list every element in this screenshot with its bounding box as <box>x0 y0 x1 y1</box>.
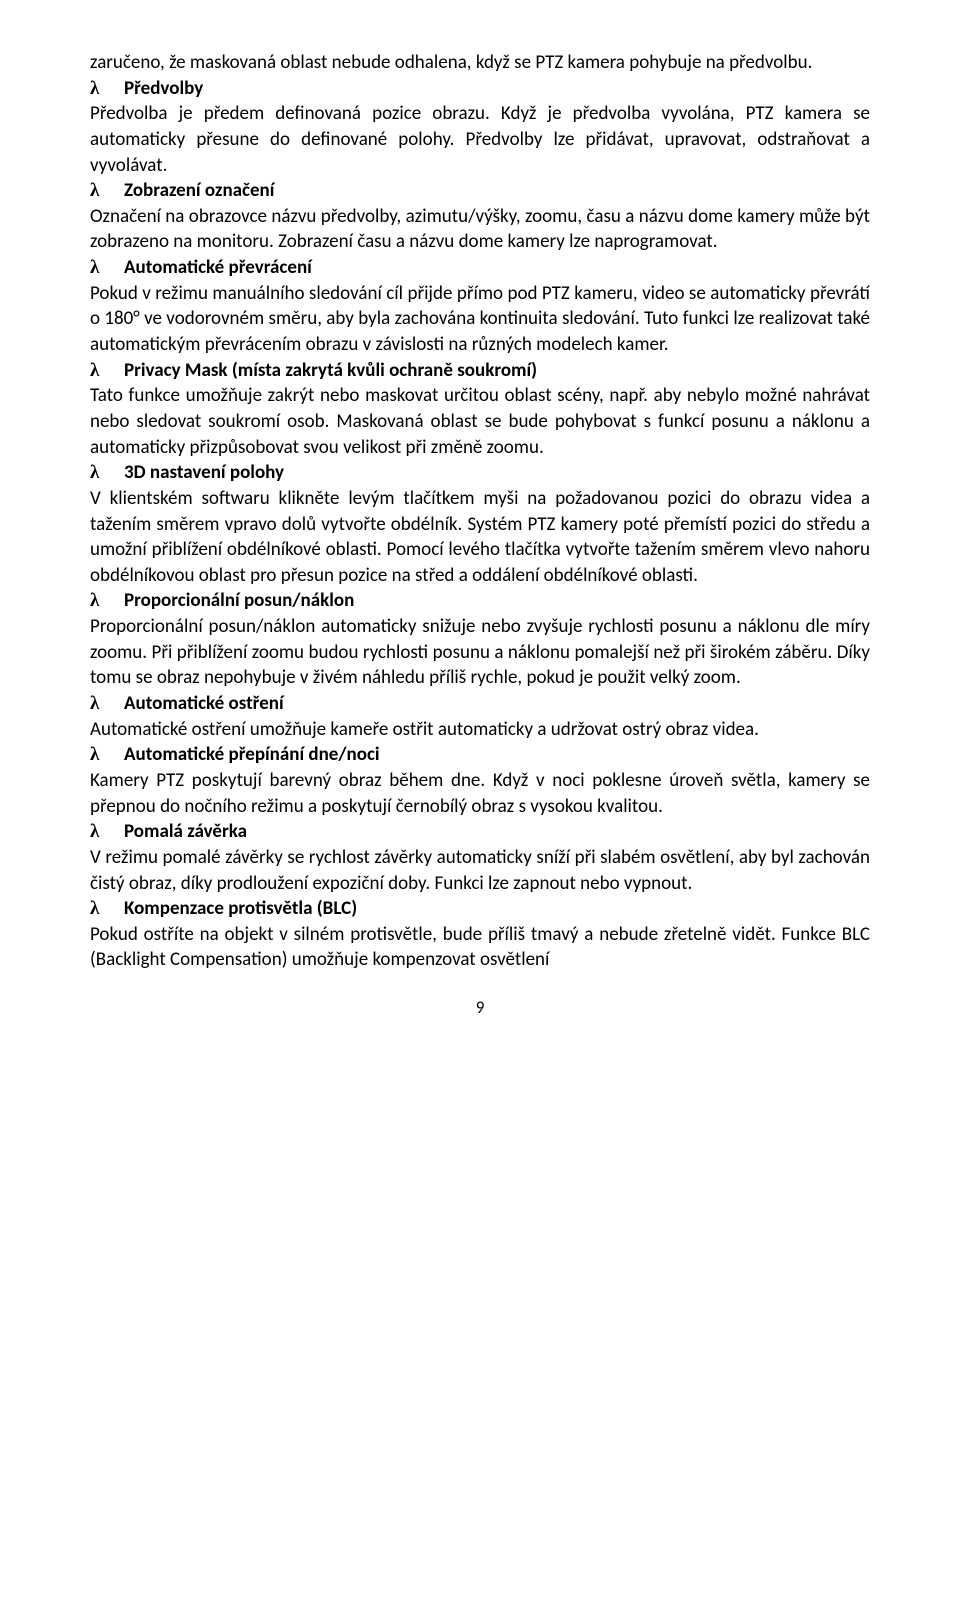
lambda-icon: λ <box>90 742 124 768</box>
page-number: 9 <box>90 997 870 1020</box>
heading-text: Proporcionální posun/náklon <box>124 588 354 614</box>
heading-text: Zobrazení označení <box>124 178 274 204</box>
paragraph-automaticke-prevraceni: Pokud v režimu manuálního sledování cíl … <box>90 281 870 358</box>
heading-text: Pomalá závěrka <box>124 819 247 845</box>
lambda-icon: λ <box>90 76 124 102</box>
heading-text: Automatické převrácení <box>124 255 312 281</box>
paragraph-intro: zaručeno, že maskovaná oblast nebude odh… <box>90 50 870 76</box>
paragraph-automaticke-ostreni: Automatické ostření umožňuje kameře ostř… <box>90 717 870 743</box>
heading-text: Privacy Mask (místa zakrytá kvůli ochran… <box>124 358 537 384</box>
paragraph-kompenzace-blc: Pokud ostříte na objekt v silném protisv… <box>90 922 870 973</box>
paragraph-zobrazeni-oznaceni: Označení na obrazovce názvu předvolby, a… <box>90 204 870 255</box>
heading-automaticke-prevraceni: λ Automatické převrácení <box>90 255 870 281</box>
heading-privacy-mask: λ Privacy Mask (místa zakrytá kvůli ochr… <box>90 358 870 384</box>
heading-kompenzace-blc: λ Kompenzace protisvětla (BLC) <box>90 896 870 922</box>
heading-prepinani-dne-noci: λ Automatické přepínání dne/noci <box>90 742 870 768</box>
heading-text: Kompenzace protisvětla (BLC) <box>124 896 357 922</box>
heading-zobrazeni-oznaceni: λ Zobrazení označení <box>90 178 870 204</box>
lambda-icon: λ <box>90 255 124 281</box>
lambda-icon: λ <box>90 588 124 614</box>
heading-predvolby: λ Předvolby <box>90 76 870 102</box>
heading-text: 3D nastavení polohy <box>124 460 284 486</box>
heading-proporcionalni-posun: λ Proporcionální posun/náklon <box>90 588 870 614</box>
document-page: zaručeno, že maskovaná oblast nebude odh… <box>0 0 960 1616</box>
paragraph-prepinani-dne-noci: Kamery PTZ poskytují barevný obraz během… <box>90 768 870 819</box>
heading-3d-nastaveni: λ 3D nastavení polohy <box>90 460 870 486</box>
heading-pomala-zaverka: λ Pomalá závěrka <box>90 819 870 845</box>
lambda-icon: λ <box>90 819 124 845</box>
lambda-icon: λ <box>90 178 124 204</box>
paragraph-proporcionalni-posun: Proporcionální posun/náklon automaticky … <box>90 614 870 691</box>
lambda-icon: λ <box>90 460 124 486</box>
paragraph-pomala-zaverka: V režimu pomalé závěrky se rychlost závě… <box>90 845 870 896</box>
paragraph-predvolby: Předvolba je předem definovaná pozice ob… <box>90 101 870 178</box>
paragraph-3d-nastaveni: V klientském softwaru klikněte levým tla… <box>90 486 870 589</box>
lambda-icon: λ <box>90 691 124 717</box>
paragraph-privacy-mask: Tato funkce umožňuje zakrýt nebo maskova… <box>90 383 870 460</box>
lambda-icon: λ <box>90 896 124 922</box>
lambda-icon: λ <box>90 358 124 384</box>
heading-text: Předvolby <box>124 76 203 102</box>
heading-automaticke-ostreni: λ Automatické ostření <box>90 691 870 717</box>
heading-text: Automatické přepínání dne/noci <box>124 742 380 768</box>
heading-text: Automatické ostření <box>124 691 284 717</box>
